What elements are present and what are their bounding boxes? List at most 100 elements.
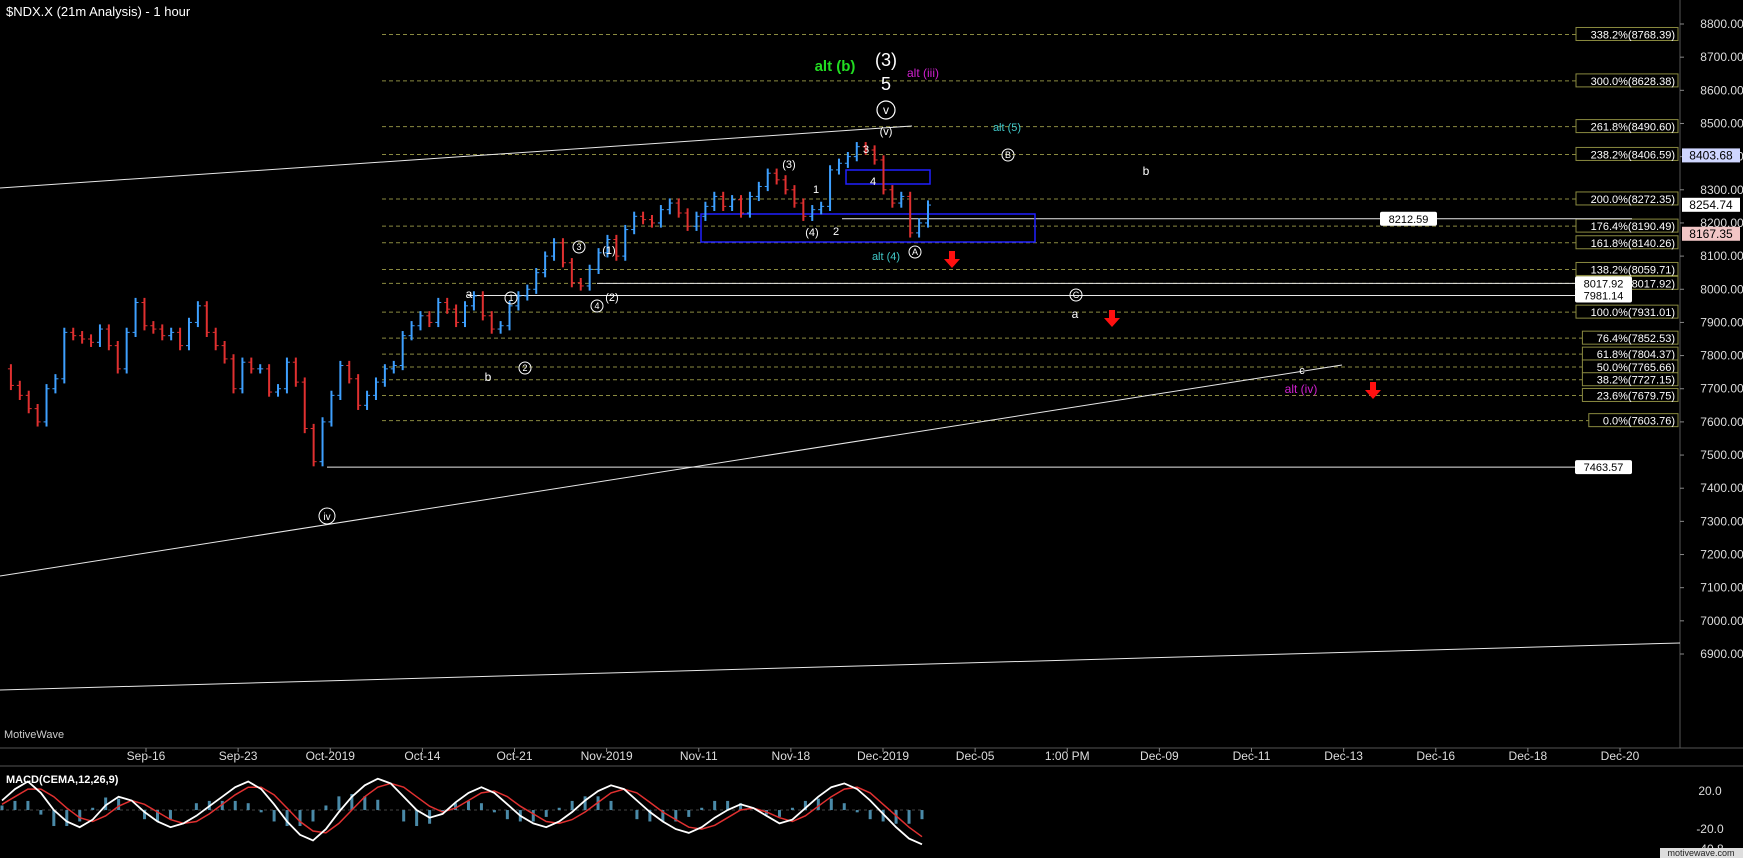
wave-3-small-label: 3	[863, 144, 869, 156]
lower-target-box	[700, 213, 1036, 243]
horizontal-level-box	[1575, 288, 1632, 303]
y-tick-label: 7700.00	[1700, 382, 1743, 396]
wave-3-circle	[572, 240, 586, 254]
watermark: MotiveWave	[4, 729, 64, 741]
price-tag-label: 8254.74	[1689, 198, 1733, 212]
y-tick-label: 8600.00	[1700, 83, 1743, 97]
wave-A-circle	[908, 245, 922, 259]
fib-level-label: 138.2%(8059.71)	[1591, 264, 1675, 276]
wave-iv-circle-label: iv	[323, 512, 330, 523]
y-tick-label: 7300.00	[1700, 514, 1743, 528]
wave-C-circle	[1069, 288, 1083, 302]
target-boxes	[700, 169, 1036, 243]
alt-iv-label: alt (iv)	[1285, 382, 1318, 396]
x-tick-label: Nov-2019	[581, 749, 633, 763]
fib-level-label: 261.8%(8490.60)	[1591, 122, 1675, 134]
y-tick-label: 8700.00	[1700, 50, 1743, 64]
price-tag-box	[1682, 148, 1740, 163]
horizontal-level-label: 8017.92	[1584, 278, 1624, 290]
y-tick-label: 8300.00	[1700, 183, 1743, 197]
wave-v-circle	[876, 100, 896, 120]
fib-level-box	[1575, 235, 1679, 250]
wave-5-label: 5	[881, 74, 891, 94]
macd-line	[1, 777, 923, 846]
y-tick-label: 8100.00	[1700, 249, 1743, 263]
fib-level-box	[1581, 387, 1679, 402]
wave-v-circle-label: v	[883, 103, 889, 117]
wave-a-right-label: a	[1072, 307, 1079, 321]
down-arrow-icon	[1365, 382, 1381, 399]
fib-level-box	[1575, 304, 1679, 319]
x-tick-label: Nov-18	[772, 749, 811, 763]
y-tick-label: 8000.00	[1700, 282, 1743, 296]
x-tick-label: Sep-16	[127, 749, 166, 763]
down-arrows	[944, 251, 1381, 399]
x-tick-label: Dec-16	[1416, 749, 1455, 763]
wave-iv-circle	[318, 507, 336, 525]
fib-level-box	[1575, 119, 1679, 134]
wave-B-circle	[1001, 148, 1015, 162]
x-tick-label: Dec-18	[1509, 749, 1548, 763]
wave-b-right-label: b	[1143, 164, 1150, 178]
fib-level-box	[1581, 372, 1679, 387]
down-arrow-icon	[944, 251, 960, 268]
chart-title: $NDX.X (21m Analysis) - 1 hour	[6, 4, 191, 19]
x-tick-label: Dec-13	[1324, 749, 1363, 763]
fib-level-box	[1575, 191, 1679, 206]
fib-level-label: 200.0%(8272.35)	[1591, 194, 1675, 206]
site-watermark: motivewave.com	[1667, 848, 1734, 858]
fib-level-box	[1575, 73, 1679, 88]
wave-3-circle-label: 3	[576, 242, 581, 252]
y-tick-label: 7600.00	[1700, 415, 1743, 429]
fib-level-label: 38.2%(7727.15)	[1597, 375, 1675, 387]
horizontal-level-label: 7981.14	[1584, 291, 1624, 303]
price-bars	[7, 142, 931, 467]
wave-B-circle-label: B	[1005, 150, 1011, 160]
middle-trend-line	[0, 364, 1343, 577]
y-tick-label: 7800.00	[1700, 349, 1743, 363]
wave-2-circle-label: 2	[522, 363, 527, 373]
upper-target-box	[845, 169, 931, 185]
trend-lines	[0, 125, 1681, 691]
x-tick-label: Oct-21	[496, 749, 532, 763]
x-axis-ticks: Sep-16 Sep-23 Oct-2019 Oct-14 Oct-21 Nov-2019…	[127, 748, 1640, 763]
x-tick-label: Sep-23	[219, 749, 258, 763]
x-tick-label: Oct-2019	[306, 749, 356, 763]
y-tick-label: 7900.00	[1700, 315, 1743, 329]
horizontal-level-box	[1575, 460, 1632, 475]
y-tick-label: 7000.00	[1700, 614, 1743, 628]
x-tick-label: Dec-05	[956, 749, 995, 763]
wave-v-paren-label: (v)	[880, 126, 893, 138]
y-tick-label: 7200.00	[1700, 548, 1743, 562]
fib-level-label: 100.0%(7931.01)	[1591, 307, 1675, 319]
x-tick-label: Nov-11	[680, 749, 718, 763]
wave-3-paren-label: (3)	[782, 159, 795, 171]
wave-1-circle-label: 1	[508, 293, 513, 303]
x-tick-label: 1:00 PM	[1045, 749, 1090, 763]
price-tag-box	[1682, 226, 1740, 241]
y-tick-label: 8500.00	[1700, 116, 1743, 130]
y-tick-label: 6900.00	[1700, 647, 1743, 661]
alt-b-label: alt (b)	[815, 58, 856, 75]
wave-C-circle-label: C	[1073, 290, 1080, 300]
fib-level-box	[1575, 26, 1679, 41]
x-tick-label: Dec-2019	[857, 749, 909, 763]
macd-title: MACD(CEMA,12,26,9)	[6, 774, 119, 786]
wave-2-circle	[518, 361, 532, 375]
price-tag-label: 8167.35	[1689, 227, 1733, 241]
x-tick-label: Dec-11	[1233, 749, 1271, 763]
wave-1-paren-label: (1)	[602, 245, 615, 257]
fib-level-label: 23.6%(7679.75)	[1597, 390, 1675, 402]
lower-trend-line	[0, 642, 1681, 691]
wave-a-left-label: a	[466, 287, 473, 301]
wave-1-small-label: 1	[813, 184, 819, 196]
down-arrow-icon	[1104, 310, 1120, 327]
wave-2-small-label: 2	[833, 226, 839, 238]
fib-level-box	[1588, 413, 1679, 428]
wave-1-circle	[504, 291, 518, 305]
macd-y-tick-label: 20.0	[1698, 784, 1722, 798]
wave-A-circle-label: A	[912, 247, 918, 257]
wave-b-left-label: b	[485, 370, 492, 384]
